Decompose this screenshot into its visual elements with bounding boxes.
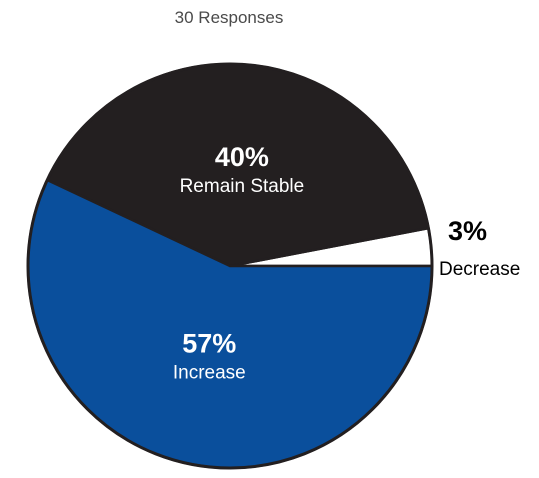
data-label-percent-remain-stable: 40% (215, 142, 269, 172)
data-label-name-remain-stable: Remain Stable (180, 176, 305, 197)
chart-subtitle: 30 Responses (174, 8, 284, 27)
data-label-name-decrease: Decrease (439, 259, 520, 280)
pie-outline (26, 62, 434, 470)
data-label-percent-decrease: 3% (448, 216, 487, 246)
data-label-name-increase: Increase (173, 363, 246, 384)
data-label-percent-increase: 57% (182, 329, 236, 359)
